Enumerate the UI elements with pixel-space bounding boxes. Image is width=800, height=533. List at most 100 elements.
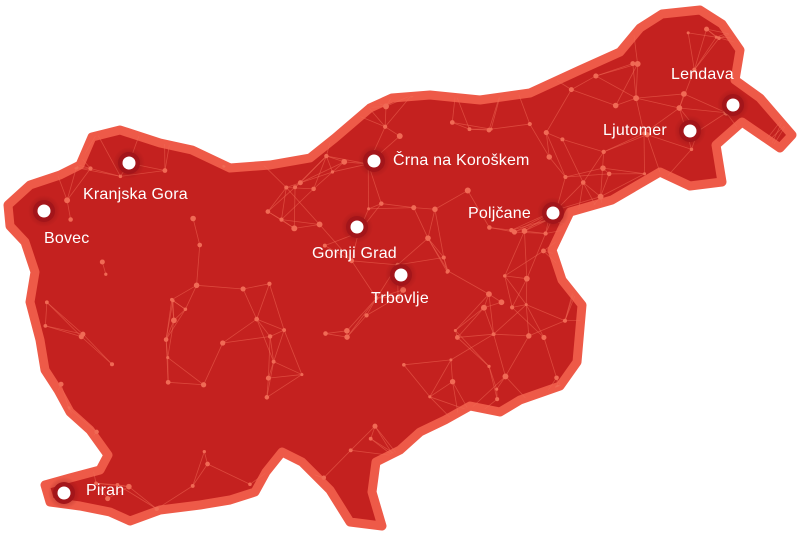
- network-line: [688, 32, 717, 38]
- network-line: [289, 50, 333, 58]
- network-node: [104, 272, 108, 276]
- network-node: [49, 404, 53, 408]
- network-line: [493, 333, 529, 337]
- network-line: [685, 417, 700, 454]
- location-marker-icon[interactable]: [385, 259, 417, 291]
- network-node: [267, 334, 273, 339]
- network-line: [684, 428, 712, 434]
- network-node: [580, 180, 586, 185]
- network-line: [256, 283, 270, 320]
- network-line: [268, 361, 275, 379]
- network-line: [319, 20, 353, 23]
- location-marker-icon[interactable]: [674, 115, 706, 147]
- network-line: [565, 173, 610, 178]
- network-node: [106, 35, 110, 39]
- network-node: [449, 358, 453, 362]
- location-marker-icon[interactable]: [48, 477, 80, 509]
- network-line: [267, 211, 282, 220]
- network-node: [428, 395, 432, 399]
- network-node: [596, 286, 602, 293]
- network-node: [449, 379, 456, 385]
- network-line: [511, 278, 528, 308]
- network-line: [457, 337, 490, 367]
- city-label-gornji-grad: Gornji Grad: [312, 245, 397, 262]
- network-line: [632, 63, 637, 99]
- network-node: [689, 147, 694, 152]
- network-node: [403, 70, 410, 76]
- network-line: [61, 14, 77, 51]
- network-line: [9, 440, 12, 485]
- network-node: [128, 48, 132, 52]
- network-line: [697, 214, 718, 246]
- location-marker-icon[interactable]: [358, 145, 390, 177]
- network-line: [603, 505, 612, 511]
- network-node: [58, 381, 64, 387]
- network-node: [498, 299, 505, 306]
- network-line: [719, 360, 731, 365]
- network-node: [575, 270, 581, 276]
- network-line: [627, 349, 670, 361]
- network-line: [700, 433, 712, 478]
- network-node: [783, 114, 787, 118]
- network-line: [611, 496, 641, 513]
- network-node: [496, 447, 502, 452]
- network-line: [582, 182, 601, 197]
- network-line: [720, 370, 750, 406]
- network-line: [691, 341, 721, 361]
- network-node: [197, 242, 203, 248]
- city-label-bovec: Bovec: [44, 230, 90, 247]
- network-line: [646, 228, 653, 251]
- network-node: [103, 112, 107, 117]
- network-line: [285, 187, 320, 225]
- network-line: [701, 297, 742, 304]
- network-node: [577, 463, 581, 468]
- network-line: [669, 345, 684, 361]
- network-node: [166, 356, 170, 360]
- network-line: [698, 433, 712, 454]
- network-line: [741, 291, 756, 304]
- network-node: [642, 172, 647, 176]
- network-line: [682, 341, 693, 347]
- network-line: [242, 288, 258, 320]
- network-line: [457, 333, 494, 338]
- network-line: [498, 17, 542, 34]
- network-node: [99, 259, 105, 265]
- network-node: [541, 248, 546, 254]
- network-line: [742, 213, 786, 229]
- network-line: [203, 342, 224, 385]
- network-line: [546, 132, 563, 140]
- network-node: [704, 26, 710, 32]
- location-marker-icon[interactable]: [717, 89, 749, 121]
- network-line: [550, 472, 562, 516]
- network-line: [403, 359, 451, 366]
- network-line: [281, 187, 287, 220]
- network-line: [385, 94, 412, 107]
- network-line: [144, 118, 165, 135]
- network-line: [698, 453, 701, 478]
- network-node: [596, 412, 600, 416]
- network-line: [491, 123, 530, 130]
- network-node: [487, 364, 491, 369]
- network-node: [170, 68, 175, 73]
- location-marker-icon[interactable]: [28, 195, 60, 227]
- network-node: [402, 363, 406, 367]
- location-marker-icon[interactable]: [113, 147, 145, 179]
- network-node: [458, 426, 463, 430]
- network-line: [550, 472, 591, 494]
- network-node: [642, 131, 646, 136]
- network-node: [43, 323, 48, 328]
- network-line: [699, 468, 701, 478]
- network-line: [562, 139, 584, 183]
- network-line: [61, 36, 108, 52]
- network-line: [286, 171, 333, 188]
- location-marker-icon[interactable]: [341, 211, 373, 243]
- network-line: [366, 296, 399, 316]
- network-node: [742, 456, 746, 460]
- network-line: [677, 472, 711, 498]
- network-line: [76, 167, 121, 177]
- location-marker-icon[interactable]: [537, 197, 569, 229]
- network-node: [754, 150, 759, 155]
- network-node: [348, 448, 353, 453]
- network-line: [502, 459, 508, 485]
- network-line: [726, 267, 743, 303]
